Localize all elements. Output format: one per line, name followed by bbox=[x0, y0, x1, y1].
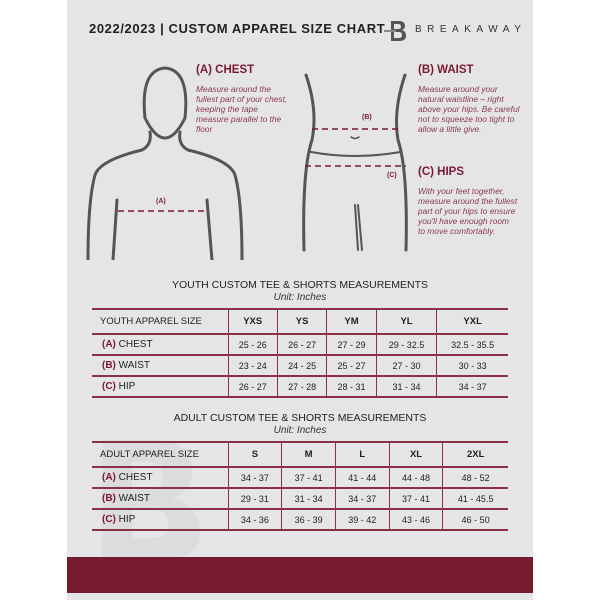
table-cell: 32.5 - 35.5 bbox=[436, 333, 508, 356]
table-cell: 37 - 41 bbox=[281, 466, 336, 489]
size-header: YM bbox=[326, 308, 377, 335]
size-header: YXL bbox=[436, 308, 508, 335]
brand-name: BREAKAWAY bbox=[415, 24, 527, 35]
table-cell: 37 - 41 bbox=[388, 487, 443, 510]
table-cell: 30 - 33 bbox=[436, 354, 508, 377]
table-header-row: YOUTH APPAREL SIZE YXS YS YM YL YXL bbox=[92, 308, 508, 335]
table-cell: 39 - 42 bbox=[334, 508, 390, 531]
breakaway-logo-icon bbox=[384, 21, 406, 41]
body-illustration bbox=[86, 66, 408, 260]
size-header: 2XL bbox=[442, 441, 508, 468]
hips-marker: (C) bbox=[387, 172, 397, 179]
table-cell: 27 - 29 bbox=[326, 333, 377, 356]
table-header-row: ADULT APPAREL SIZE S M L XL 2XL bbox=[92, 441, 508, 468]
table-row: (B) WAIST 23 - 24 24 - 25 25 - 27 27 - 30 30 … bbox=[92, 354, 508, 377]
size-header: YS bbox=[276, 308, 327, 335]
table-cell: 25 - 27 bbox=[326, 354, 377, 377]
table-cell: 28 - 31 bbox=[326, 375, 377, 398]
waist-heading: (B) WAIST bbox=[418, 64, 474, 76]
row-label: (B) WAIST bbox=[92, 354, 228, 377]
row-name: CHEST bbox=[118, 339, 153, 350]
table-cell: 27 - 30 bbox=[375, 354, 437, 377]
head-outline bbox=[142, 66, 188, 140]
row-label: (A) CHEST bbox=[92, 333, 228, 356]
footer-band bbox=[67, 557, 533, 593]
adult-unit: Unit: Inches bbox=[273, 425, 327, 436]
size-header: YL bbox=[375, 308, 437, 335]
table-cell: 46 - 50 bbox=[442, 508, 508, 531]
size-header: L bbox=[334, 441, 390, 468]
waist-marker: (B) bbox=[362, 114, 372, 121]
hips-description: With your feet together, measure around … bbox=[418, 186, 518, 236]
row-label: (B) WAIST bbox=[92, 487, 228, 510]
table-cell: 41 - 44 bbox=[334, 466, 390, 489]
size-header: YXS bbox=[227, 308, 278, 335]
size-header: XL bbox=[388, 441, 443, 468]
table-cell: 34 - 36 bbox=[227, 508, 282, 531]
table-cell: 24 - 25 bbox=[276, 354, 327, 377]
page-title: 2022/2023 | CUSTOM APPAREL SIZE CHART bbox=[89, 21, 386, 36]
row-name: HIP bbox=[118, 514, 136, 525]
row-name: CHEST bbox=[118, 472, 153, 483]
row-letter: (A) bbox=[102, 339, 116, 350]
row-letter: (C) bbox=[102, 514, 116, 525]
table-cell: 29 - 32.5 bbox=[375, 333, 437, 356]
adult-caption: ADULT CUSTOM TEE & SHORTS MEASUREMENTS bbox=[173, 412, 427, 424]
table-cell: 34 - 37 bbox=[227, 466, 282, 489]
waist-description: Measure around your natural waistline – … bbox=[418, 84, 520, 134]
row-letter: (B) bbox=[102, 493, 116, 504]
size-header: S bbox=[227, 441, 282, 468]
table-cell: 44 - 48 bbox=[388, 466, 443, 489]
size-header: M bbox=[281, 441, 336, 468]
hips-heading: (C) HIPS bbox=[418, 166, 464, 178]
chest-marker: (A) bbox=[156, 198, 166, 205]
row-label: (C) HIP bbox=[92, 375, 228, 398]
row-name: WAIST bbox=[118, 360, 150, 371]
table-row: (A) CHEST 25 - 26 26 - 27 27 - 29 29 - 32.5 3… bbox=[92, 333, 508, 356]
youth-caption: YOUTH CUSTOM TEE & SHORTS MEASUREMENTS bbox=[171, 279, 429, 291]
table-cell: 36 - 39 bbox=[281, 508, 336, 531]
table-cell: 26 - 27 bbox=[276, 333, 327, 356]
table-cell: 31 - 34 bbox=[375, 375, 437, 398]
table-cell: 41 - 45.5 bbox=[442, 487, 508, 510]
table-cell: 25 - 26 bbox=[227, 333, 278, 356]
table-cell: 48 - 52 bbox=[442, 466, 508, 489]
row-letter: (B) bbox=[102, 360, 116, 371]
adult-size-table: ADULT APPAREL SIZE S M L XL 2XL (A) CHEST 34 - … bbox=[92, 441, 508, 531]
table-row: (C) HIP 34 - 36 36 - 39 39 - 42 43 - 46 46 - … bbox=[92, 508, 508, 531]
row-name: HIP bbox=[118, 381, 136, 392]
row-letter: (A) bbox=[102, 472, 116, 483]
header-label: YOUTH APPAREL SIZE bbox=[92, 308, 228, 335]
table-cell: 29 - 31 bbox=[227, 487, 282, 510]
youth-size-table: YOUTH APPAREL SIZE YXS YS YM YL YXL (A) CHEST 2… bbox=[92, 308, 508, 398]
header-label: ADULT APPAREL SIZE bbox=[92, 441, 228, 468]
row-label: (A) CHEST bbox=[92, 466, 228, 489]
table-row: (B) WAIST 29 - 31 31 - 34 34 - 37 37 - 41 41 … bbox=[92, 487, 508, 510]
table-row: (C) HIP 26 - 27 27 - 28 28 - 31 31 - 34 34 - … bbox=[92, 375, 508, 398]
table-cell: 23 - 24 bbox=[227, 354, 278, 377]
chest-heading: (A) CHEST bbox=[196, 64, 255, 76]
row-label: (C) HIP bbox=[92, 508, 228, 531]
table-cell: 34 - 37 bbox=[436, 375, 508, 398]
table-row: (A) CHEST 34 - 37 37 - 41 41 - 44 44 - 48 48 … bbox=[92, 466, 508, 489]
chest-description: Measure around the fullest part of your … bbox=[196, 84, 288, 134]
row-letter: (C) bbox=[102, 381, 116, 392]
table-cell: 27 - 28 bbox=[276, 375, 327, 398]
table-cell: 43 - 46 bbox=[388, 508, 443, 531]
table-cell: 26 - 27 bbox=[227, 375, 278, 398]
row-name: WAIST bbox=[118, 493, 150, 504]
table-cell: 34 - 37 bbox=[334, 487, 390, 510]
youth-unit: Unit: Inches bbox=[273, 292, 327, 303]
table-cell: 31 - 34 bbox=[281, 487, 336, 510]
